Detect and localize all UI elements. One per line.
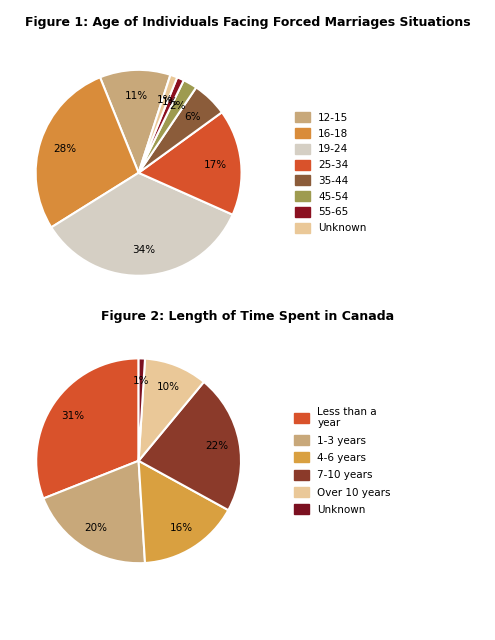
Wedge shape xyxy=(36,77,139,227)
Wedge shape xyxy=(36,358,139,499)
Wedge shape xyxy=(139,358,204,461)
Text: 11%: 11% xyxy=(124,91,148,100)
Wedge shape xyxy=(139,382,241,510)
Wedge shape xyxy=(139,75,177,173)
Wedge shape xyxy=(51,173,233,276)
Wedge shape xyxy=(139,88,222,173)
Text: 20%: 20% xyxy=(84,524,107,533)
Text: 17%: 17% xyxy=(204,160,227,170)
Wedge shape xyxy=(100,70,170,173)
Text: 1%: 1% xyxy=(133,376,149,386)
Text: 10%: 10% xyxy=(156,381,180,392)
Text: 22%: 22% xyxy=(205,441,229,451)
Wedge shape xyxy=(44,461,145,563)
Text: 28%: 28% xyxy=(53,144,77,154)
Legend: Less than a
year, 1-3 years, 4-6 years, 7-10 years, Over 10 years, Unknown: Less than a year, 1-3 years, 4-6 years, … xyxy=(292,404,393,517)
Wedge shape xyxy=(139,112,242,214)
Wedge shape xyxy=(139,80,196,173)
Legend: 12-15, 16-18, 19-24, 25-34, 35-44, 45-54, 55-65, Unknown: 12-15, 16-18, 19-24, 25-34, 35-44, 45-54… xyxy=(293,110,369,236)
Text: 6%: 6% xyxy=(184,112,200,122)
Text: 34%: 34% xyxy=(133,245,155,255)
Text: Figure 2: Length of Time Spent in Canada: Figure 2: Length of Time Spent in Canada xyxy=(101,310,394,323)
Wedge shape xyxy=(139,358,145,461)
Text: 2%: 2% xyxy=(169,101,186,111)
Text: 1%: 1% xyxy=(157,95,173,105)
Text: Figure 1: Age of Individuals Facing Forced Marriages Situations: Figure 1: Age of Individuals Facing Forc… xyxy=(25,16,470,29)
Wedge shape xyxy=(139,77,184,173)
Text: 31%: 31% xyxy=(61,411,84,421)
Wedge shape xyxy=(139,461,228,563)
Text: 16%: 16% xyxy=(170,524,193,533)
Text: 1%: 1% xyxy=(162,97,178,108)
Text: 32: 32 xyxy=(40,628,54,639)
